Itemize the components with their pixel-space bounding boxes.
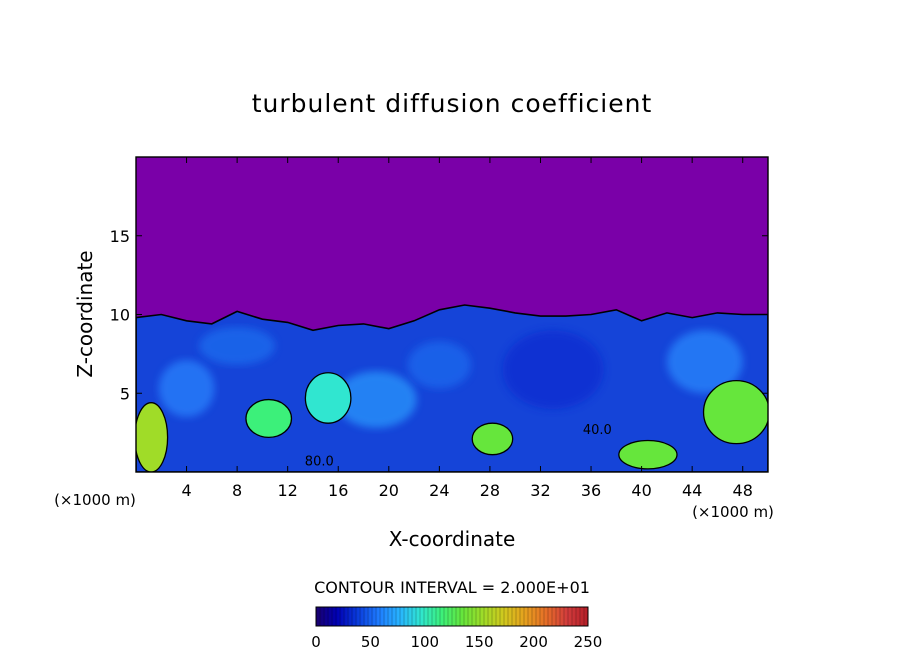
x-unit-left: (×1000 m) <box>54 491 136 509</box>
x-tick-label: 24 <box>429 481 449 500</box>
x-axis-label: X-coordinate <box>389 527 516 551</box>
texture-blob <box>335 371 417 428</box>
high-value-region <box>702 380 768 445</box>
x-tick-label: 48 <box>733 481 753 500</box>
x-tick-label: 32 <box>530 481 550 500</box>
x-tick-label: 20 <box>379 481 399 500</box>
colorbar-tick-label: 0 <box>311 633 321 651</box>
layer-texture <box>158 327 743 428</box>
y-tick-label: 5 <box>120 384 130 403</box>
plot-field: 80.0 40.0 <box>136 157 768 472</box>
high-value-region <box>136 402 169 472</box>
x-tick-label: 44 <box>682 481 702 500</box>
colorbar-tick-label: 200 <box>519 633 548 651</box>
y-tick-label: 10 <box>110 306 130 325</box>
texture-blob <box>407 341 471 389</box>
x-tick-label: 12 <box>278 481 298 500</box>
y-axis: 5 10 15 <box>110 227 768 403</box>
high-value-regions <box>136 372 768 472</box>
y-axis-label: Z-coordinate <box>73 250 97 377</box>
contour-label: 80.0 <box>305 454 334 469</box>
x-tick-label: 8 <box>232 481 242 500</box>
texture-blob <box>666 330 743 394</box>
x-tick-label: 36 <box>581 481 601 500</box>
colorbar-labels: 0 50 100 150 200 250 <box>311 633 602 651</box>
texture-blob <box>158 360 215 417</box>
high-value-region <box>304 372 352 424</box>
y-tick-label: 15 <box>110 227 130 246</box>
chart-title: turbulent diffusion coefficient <box>252 89 653 118</box>
x-unit-right: (×1000 m) <box>692 503 774 521</box>
high-value-region <box>471 422 514 456</box>
colorbar: 0 50 100 150 200 250 <box>311 606 602 651</box>
colorbar-tick-label: 250 <box>574 633 603 651</box>
x-tick-label: 16 <box>328 481 348 500</box>
colorbar-stripes <box>315 607 589 626</box>
texture-blob <box>502 330 604 409</box>
x-axis: 4 8 12 16 20 24 28 32 36 40 44 48 <box>181 157 753 500</box>
colorbar-tick-label: 100 <box>410 633 439 651</box>
turbulent-layer <box>136 304 768 472</box>
texture-blob <box>199 327 276 365</box>
colorbar-gradient <box>315 606 589 627</box>
colorbar-tick-label: 150 <box>465 633 494 651</box>
colorbar-tick-label: 50 <box>361 633 380 651</box>
x-tick-label: 4 <box>181 481 191 500</box>
x-tick-label: 40 <box>631 481 651 500</box>
x-tick-label: 28 <box>480 481 500 500</box>
contour-interval-label: CONTOUR INTERVAL = 2.000E+01 <box>314 578 590 597</box>
contour-lines: 80.0 40.0 <box>305 423 612 470</box>
high-value-region <box>618 439 678 470</box>
contour-label: 40.0 <box>583 423 612 438</box>
high-value-region <box>245 398 293 439</box>
